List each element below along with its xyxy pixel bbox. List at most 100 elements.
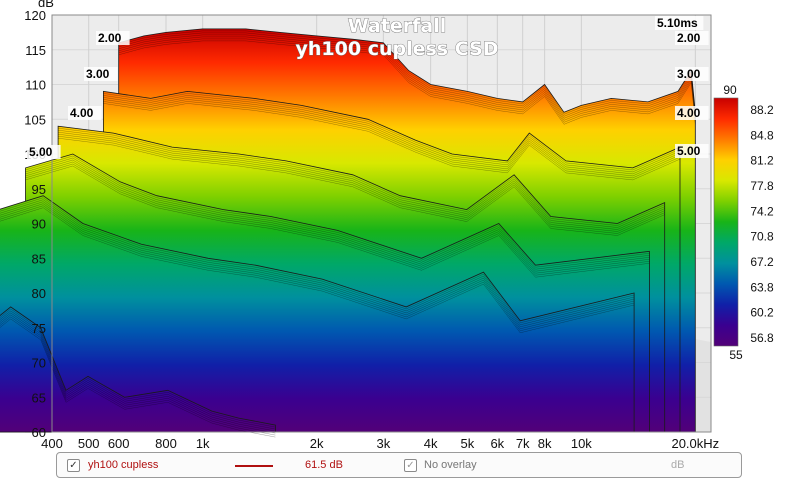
contour-line: [25, 165, 650, 278]
x-tick-label: 6k: [490, 436, 504, 451]
x-tick-label: 500: [78, 436, 100, 451]
overlay-label: No overlay: [424, 459, 477, 471]
contour-line: [103, 101, 681, 179]
color-scale-label: 77.8: [750, 179, 774, 193]
time-label-right: 2.00: [675, 31, 709, 45]
contour-line: [58, 134, 665, 232]
svg-text:5.10ms: 5.10ms: [657, 16, 698, 30]
color-scale-label: 81.2: [750, 154, 774, 168]
y-tick-label: 75: [32, 321, 46, 336]
chart-frame: [51, 14, 712, 433]
waterfall-chart: dB1201151101051009590858075706560 400500…: [0, 0, 774, 451]
color-scale-label: 63.8: [750, 280, 774, 294]
x-axis: 400 500 600 800 1k 2k 3k 4k 5k 6k 7k 8k 10k 20.0kHz: [41, 436, 719, 451]
y-tick-label: 85: [32, 251, 46, 266]
contour-line: [103, 97, 681, 175]
color-scale-min: 55: [729, 348, 743, 362]
time-label-right: 3.00: [675, 67, 709, 81]
series-line-swatch: [235, 465, 273, 467]
contour-line: [118, 38, 696, 123]
y-tick-label: 120: [24, 8, 46, 23]
legend-unit: dB: [671, 459, 685, 471]
time-label-right: 5.10ms: [655, 16, 704, 30]
color-scale-label: 84.8: [750, 128, 774, 142]
contour-line: [25, 159, 650, 272]
x-tick-label: 2k: [310, 436, 324, 451]
contour-line: [0, 318, 276, 438]
series-checkbox[interactable]: ✓: [67, 459, 80, 472]
svg-text:4.00: 4.00: [677, 106, 701, 120]
series-value: 61.5 dB: [305, 459, 343, 471]
contour-line: [58, 138, 665, 236]
contour-line: [0, 199, 635, 325]
x-tick-label: 8k: [538, 436, 552, 451]
contour-line: [0, 201, 635, 327]
y-tick-label: 115: [25, 43, 46, 58]
contour-line: [58, 130, 665, 228]
x-tick-label: 3k: [376, 436, 390, 451]
color-scale-label: 56.8: [750, 331, 774, 345]
legend-bar: ✓ yh100 cupless 61.5 dB ✓ No overlay dB: [56, 452, 742, 478]
contour-line: [0, 310, 276, 430]
waterfall-slice: [0, 306, 276, 433]
contour-line: [103, 99, 681, 177]
x-tick-label: 600: [108, 436, 130, 451]
y-axis: dB1201151101051009590858075706560: [24, 0, 54, 440]
contour-line: [118, 32, 696, 117]
time-label-right: 4.00: [675, 106, 709, 120]
y-tick-label: 65: [32, 390, 46, 405]
x-tick-label: 800: [155, 436, 177, 451]
y-tick-label: 60: [32, 425, 46, 440]
contour-line: [25, 157, 650, 270]
overlay-checkbox[interactable]: ✓: [404, 459, 417, 472]
contour-line: [118, 40, 696, 125]
y-tick-label: 70: [32, 356, 46, 371]
contour-line: [0, 203, 635, 329]
x-tick-label: 1k: [196, 436, 210, 451]
color-scale-bar: [713, 97, 739, 347]
y-tick-label: 110: [25, 78, 46, 93]
x-tick-label: 5k: [460, 436, 474, 451]
color-scale: 90 55 88.2 84.8 81.2 77.8 74.2 70.8 67.2 63.8 60.2…: [713, 83, 774, 362]
color-scale-label: 88.2: [750, 103, 774, 117]
svg-text:5.00: 5.00: [29, 145, 53, 159]
chart-slices: [0, 28, 696, 438]
contour-line: [0, 316, 276, 436]
x-tick-label: 10k: [571, 436, 592, 451]
x-tick-label: 4k: [424, 436, 438, 451]
contour-line: [25, 161, 650, 274]
time-label-left: 4.00: [68, 106, 102, 120]
svg-text:4.00: 4.00: [70, 106, 94, 120]
contour-line: [25, 155, 650, 268]
time-label-left: 5.00: [27, 145, 61, 159]
x-tick-label: 20.0kHz: [671, 436, 719, 451]
contour-line: [58, 132, 665, 230]
contour-line: [0, 308, 276, 428]
contour-line: [58, 128, 665, 226]
y-axis-unit: dB: [38, 0, 54, 10]
chart-title: Waterfall: [348, 15, 447, 37]
x-tick-label: 7k: [516, 436, 530, 451]
contour-line: [0, 312, 276, 432]
y-tick-label: 95: [32, 182, 46, 197]
svg-text:3.00: 3.00: [677, 67, 701, 81]
x-tick-label: 400: [41, 436, 63, 451]
contour-line: [0, 314, 276, 434]
contour-line: [58, 136, 665, 234]
color-scale-label: 67.2: [750, 255, 774, 269]
waterfall-slice: [0, 195, 635, 433]
color-scale-label: 60.2: [750, 306, 774, 320]
svg-text:5.00: 5.00: [677, 144, 701, 158]
color-scale-max: 90: [723, 83, 737, 97]
y-tick-label: 90: [32, 217, 46, 232]
series-name: yh100 cupless: [88, 459, 159, 471]
svg-text:3.00: 3.00: [86, 67, 110, 81]
y-tick-label: 105: [24, 112, 46, 127]
color-scale-label: 70.8: [750, 230, 774, 244]
contour-line: [0, 197, 635, 323]
contour-line: [0, 205, 635, 331]
contour-line: [0, 207, 635, 333]
time-label-left: 2.00: [96, 31, 130, 45]
contour-line: [25, 163, 650, 276]
